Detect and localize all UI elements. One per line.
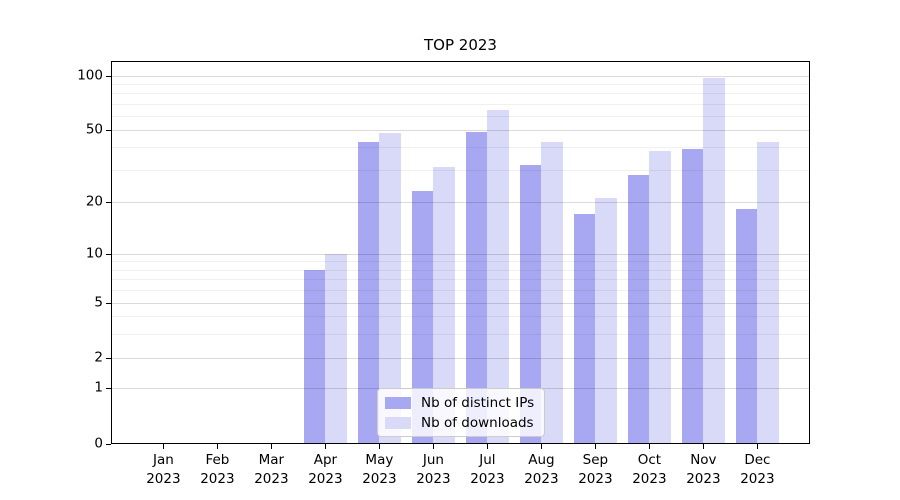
bar-distinct-ips-dec xyxy=(735,209,758,444)
bar-downloads-aug xyxy=(541,141,563,444)
x-tick-label-nov: Nov 2023 xyxy=(686,452,721,487)
x-tick-mark xyxy=(757,444,759,449)
y-tick-mark xyxy=(106,254,111,255)
gridline-major xyxy=(111,358,810,360)
y-tick-mark xyxy=(106,388,111,390)
x-tick-label-apr: Apr 2023 xyxy=(308,452,343,487)
gridline-major xyxy=(111,130,810,131)
y-tick-label: 100 xyxy=(77,67,103,84)
y-tick-mark xyxy=(106,358,111,360)
x-tick-label-may: May 2023 xyxy=(362,452,397,487)
x-tick-mark xyxy=(379,444,381,449)
y-axis: 0 1 2 5 10 20 50 100 xyxy=(77,61,810,451)
bar-downloads-nov xyxy=(703,77,725,444)
gridline-minor xyxy=(111,261,810,263)
x-tick-mark xyxy=(217,444,219,449)
x-tick-mark xyxy=(595,444,597,449)
y-tick-mark xyxy=(106,76,111,77)
gridline-minor xyxy=(111,316,810,318)
x-tick-mark xyxy=(271,444,273,449)
gridline-minor xyxy=(111,147,810,149)
x-tick-label-oct: Oct 2023 xyxy=(632,452,667,487)
bar-downloads-sep xyxy=(595,197,617,444)
x-axis: Jan 2023 Feb 2023 Mar 2023 Apr 2023 May 2023 Jun 20… xyxy=(111,61,810,487)
chart-title: TOP 2023 xyxy=(424,36,497,54)
gridline-minor xyxy=(111,93,810,95)
bar-distinct-ips-jul xyxy=(465,131,488,444)
x-tick-label-jun: Jun 2023 xyxy=(416,452,451,487)
gridline-minor xyxy=(111,169,810,171)
legend-label-downloads: Nb of downloads xyxy=(421,415,534,431)
legend-swatch-distinct-ips-icon xyxy=(385,397,411,409)
y-tick-mark xyxy=(106,130,111,131)
y-tick-mark xyxy=(106,443,111,445)
y-tick-label: 5 xyxy=(94,294,103,311)
y-tick-label: 0 xyxy=(94,435,103,452)
x-tick-mark xyxy=(703,444,705,449)
legend-swatch-downloads-icon xyxy=(385,417,411,429)
x-tick-label-aug: Aug 2023 xyxy=(524,452,559,487)
bar-downloads-oct xyxy=(649,151,671,444)
gridline-minor xyxy=(111,115,810,117)
gridline-minor xyxy=(111,289,810,291)
x-tick-label-dec: Dec 2023 xyxy=(740,452,775,487)
x-tick-mark xyxy=(541,444,543,449)
x-tick-mark xyxy=(433,444,435,449)
bar-downloads-jul xyxy=(487,109,509,444)
y-tick-label: 20 xyxy=(85,193,103,210)
bar-downloads-apr xyxy=(325,254,347,444)
x-tick-label-mar: Mar 2023 xyxy=(254,452,289,487)
legend-item-downloads: Nb of downloads xyxy=(385,414,536,432)
bar-downloads-dec xyxy=(757,141,779,444)
gridline-major xyxy=(111,302,810,304)
bar-downloads-jun xyxy=(433,167,455,444)
gridline-minor xyxy=(111,84,810,86)
x-tick-label-jul: Jul 2023 xyxy=(470,452,505,487)
gridline-major xyxy=(111,201,810,203)
x-tick-label-sep: Sep 2023 xyxy=(578,452,613,487)
x-tick-label-feb: Feb 2023 xyxy=(200,452,235,487)
bars-layer xyxy=(111,61,810,444)
bar-distinct-ips-nov xyxy=(681,149,704,444)
bar-distinct-ips-apr xyxy=(303,269,326,444)
x-tick-mark xyxy=(163,444,165,449)
x-tick-label-jan: Jan 2023 xyxy=(146,452,181,487)
y-tick-label: 1 xyxy=(94,379,103,396)
gridline-minor xyxy=(111,103,810,105)
y-tick-mark xyxy=(106,201,111,203)
bar-distinct-ips-sep xyxy=(573,213,596,444)
y-tick-label: 10 xyxy=(85,245,103,262)
x-tick-mark xyxy=(487,444,489,449)
x-tick-mark xyxy=(649,444,651,449)
bar-distinct-ips-aug xyxy=(519,164,542,444)
x-tick-mark xyxy=(325,444,327,449)
plot-area: 0 1 2 5 10 20 50 100 Jan 2023 Feb 2023 Mar 2023 Apr 20… xyxy=(77,61,810,487)
bar-downloads-may xyxy=(379,133,401,444)
bar-distinct-ips-jun xyxy=(411,190,434,444)
gridline-major xyxy=(111,254,810,255)
legend-item-distinct-ips: Nb of distinct IPs xyxy=(385,394,536,412)
y-tick-label: 2 xyxy=(94,349,103,366)
gridline-minor xyxy=(111,333,810,335)
y-tick-mark xyxy=(106,302,111,304)
gridline-minor xyxy=(111,279,810,281)
bar-distinct-ips-may xyxy=(357,141,380,444)
gridline-major xyxy=(111,76,810,77)
legend-label-distinct-ips: Nb of distinct IPs xyxy=(421,395,535,411)
gridline-minor xyxy=(111,269,810,271)
y-tick-label: 50 xyxy=(85,121,103,138)
legend: Nb of distinct IPs Nb of downloads xyxy=(377,388,545,437)
bar-distinct-ips-oct xyxy=(627,175,650,444)
